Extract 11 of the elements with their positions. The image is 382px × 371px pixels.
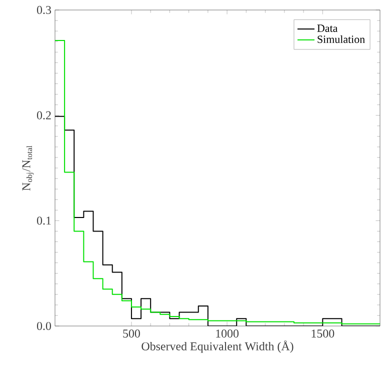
legend-label: Data (317, 24, 338, 32)
y-tick-label: 0.3 (36, 6, 52, 14)
x-tick-label: 1500 (312, 330, 334, 338)
y-tick-label: 0.0 (36, 322, 52, 330)
y-tick-label: 0.2 (36, 111, 51, 120)
y-axis-title: N$_{obj}$/N$_{total}$ (22, 146, 34, 191)
x-axis-title: Observed Equivalent Width (Å) (142, 340, 294, 353)
legend-label: Simulation (318, 35, 365, 44)
y-tick-label: 0.1 (36, 216, 51, 225)
x-tick-label: 500 (123, 330, 140, 338)
x-tick-label: 1000 (216, 330, 239, 338)
